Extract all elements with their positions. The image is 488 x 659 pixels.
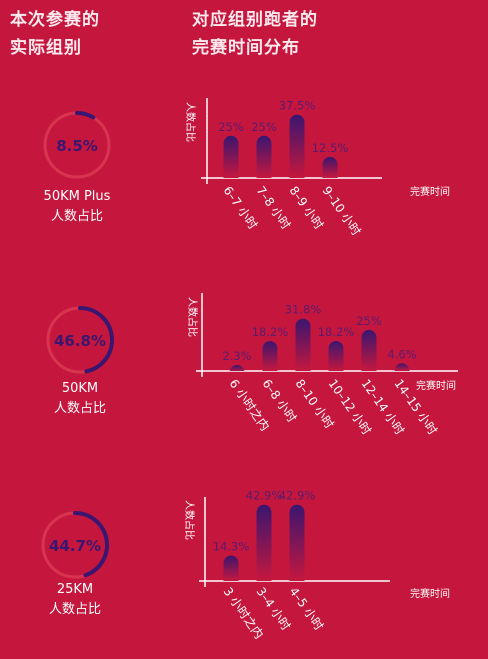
- bar-value-label: 18.2%: [318, 325, 355, 339]
- bar: [256, 504, 272, 581]
- bar-value-label: 31.8%: [285, 303, 322, 317]
- bar-value-label: 25%: [218, 120, 244, 134]
- y-axis-label: 人数占比: [183, 500, 196, 540]
- bar-value-label: 14.3%: [213, 540, 250, 554]
- share-percentage: 44.7%: [49, 537, 101, 555]
- bar: [394, 363, 410, 371]
- share-percentage: 46.8%: [54, 332, 106, 350]
- bar: [289, 504, 305, 581]
- bar: [229, 365, 245, 373]
- right-header: 对应组别跑者的 完赛时间分布: [192, 6, 318, 62]
- bar-value-label: 18.2%: [252, 325, 289, 339]
- bar: [223, 135, 239, 178]
- bar-value-label: 4.6%: [387, 347, 416, 361]
- x-axis-label: 完赛时间: [410, 587, 450, 600]
- group-caption: 人数占比: [49, 602, 101, 617]
- right-header-line1: 对应组别跑者的: [192, 10, 318, 30]
- bar: [295, 318, 311, 371]
- bar-value-label: 2.3%: [222, 349, 251, 363]
- x-axis-label: 完赛时间: [416, 379, 456, 392]
- share-ring-arc: [75, 111, 96, 120]
- bar: [223, 555, 239, 581]
- left-header: 本次参赛的 实际组别: [10, 6, 100, 62]
- bar: [361, 329, 377, 371]
- x-axis-label: 完赛时间: [410, 185, 450, 198]
- group-caption: 人数占比: [54, 401, 106, 416]
- left-header-line2: 实际组别: [10, 38, 82, 58]
- left-header-line1: 本次参赛的: [10, 10, 100, 30]
- bar-value-label: 42.9%: [279, 489, 316, 503]
- share-ring-arc: [78, 306, 114, 374]
- bar-value-label: 12.5%: [312, 141, 349, 155]
- bar-value-label: 25%: [356, 314, 382, 328]
- bar: [262, 341, 278, 371]
- group-caption: 人数占比: [51, 209, 103, 224]
- group-name: 50KM: [62, 381, 98, 396]
- right-header-line2: 完赛时间分布: [192, 38, 300, 58]
- category-label: 9–10 小时: [320, 184, 364, 239]
- share-percentage: 8.5%: [56, 137, 98, 155]
- bar: [322, 156, 338, 178]
- bar: [289, 114, 305, 178]
- y-axis-label: 人数占比: [184, 102, 197, 142]
- category-label: 4–5 小时: [287, 585, 327, 633]
- bar-value-label: 42.9%: [246, 489, 283, 503]
- share-ring-arc: [73, 511, 109, 578]
- group-name: 25KM: [57, 582, 93, 597]
- bar-value-label: 37.5%: [279, 99, 316, 113]
- group-name: 50KM Plus: [44, 189, 111, 204]
- bar-value-label: 25%: [251, 120, 277, 134]
- bar: [328, 341, 344, 371]
- y-axis-label: 人数占比: [186, 297, 199, 337]
- bar: [256, 135, 272, 178]
